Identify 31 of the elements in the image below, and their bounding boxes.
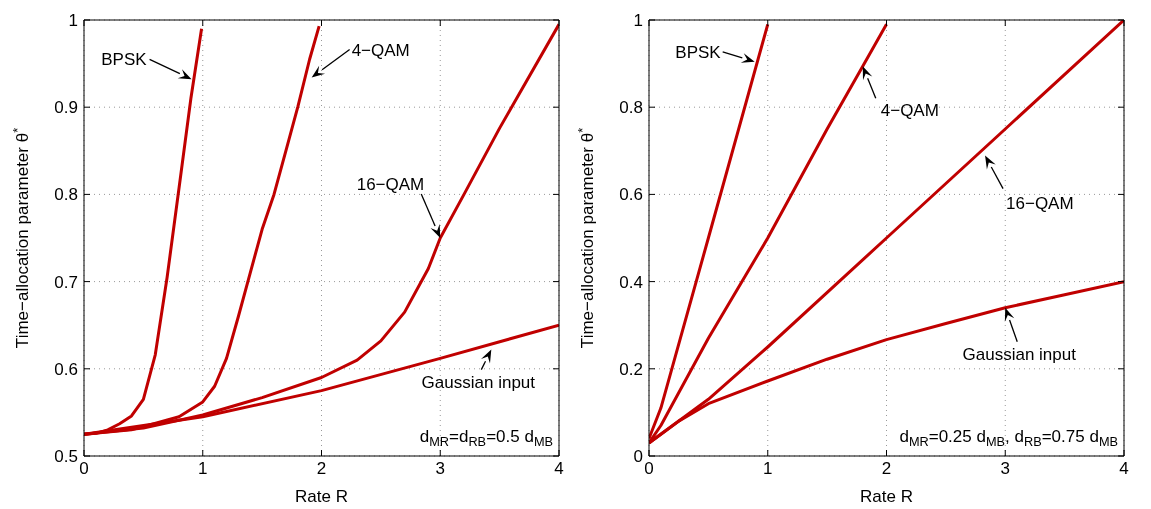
y-tick-label: 0.8	[619, 98, 643, 118]
x-tick-label: 1	[198, 459, 208, 479]
x-tick-label: 3	[1000, 459, 1010, 479]
annotation: 4−QAM	[880, 101, 939, 121]
annotation: Gaussian input	[962, 344, 1077, 364]
y-tick-label: 1	[633, 11, 643, 31]
x-axis-title: Rate R	[295, 487, 348, 506]
annotation: BPSK	[675, 42, 722, 62]
x-tick-label: 4	[1119, 459, 1129, 479]
y-tick-label: 0.2	[619, 359, 643, 379]
annotation: BPSK	[101, 50, 148, 70]
y-tick-label: 0.6	[54, 359, 78, 379]
x-tick-label: 3	[435, 459, 445, 479]
annotation: 16−QAM	[356, 175, 425, 194]
annotation: 16−QAM	[1006, 193, 1074, 213]
x-tick-label: 2	[316, 459, 327, 479]
y-tick-label: 0.7	[54, 272, 78, 292]
annotation: d$_{MR}$=0.25 d$_{MB}$, d$_{RB}$=0.75 d$_{MB}$	[899, 427, 1118, 449]
y-tick-label: 0.9	[54, 98, 78, 118]
y-tick-label: 0.8	[54, 185, 78, 205]
y-tick-label: 1	[68, 11, 78, 31]
x-tick-label: 4	[554, 459, 564, 479]
annotation: d$_{MR}$=d$_{RB}$=0.5 d$_{MB}$	[419, 427, 553, 449]
annotation: Gaussian input	[421, 372, 536, 392]
y-tick-label: 0.6	[619, 185, 643, 205]
y-tick-label: 0.5	[54, 447, 78, 467]
annotation: 4−QAM	[351, 40, 410, 60]
y-tick-label: 0.4	[619, 272, 643, 292]
x-axis-title: Rate R	[860, 487, 913, 506]
x-tick-label: 2	[881, 459, 892, 479]
x-tick-label: 1	[763, 459, 773, 479]
